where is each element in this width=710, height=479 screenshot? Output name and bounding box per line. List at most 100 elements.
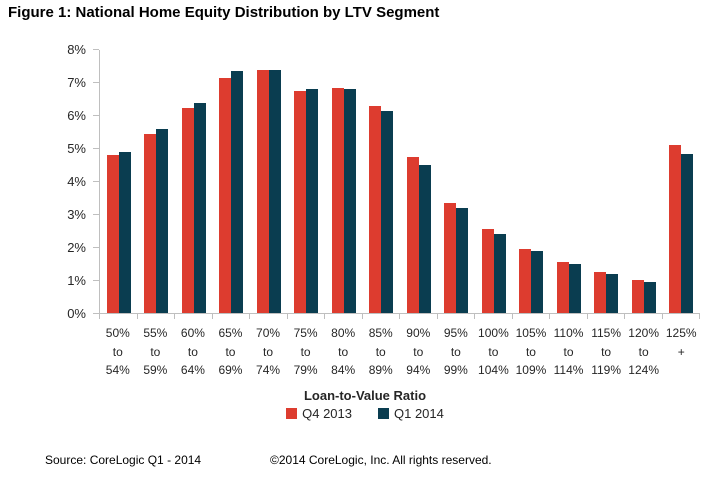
x-category-label-line: 54% [105,363,130,377]
x-category-label-line: + [677,344,685,359]
bar-group [588,50,626,313]
x-category-label-line: to [112,344,123,359]
bar-q1-2014 [118,151,131,313]
x-category-label: 50% to 54% [99,324,137,380]
x-tick-mark [138,314,175,319]
y-tick-label: 4% [67,174,86,189]
x-category-label-line: 95% [443,326,468,340]
x-category-label-line: 104% [478,363,509,377]
x-category-label: 65% to 69% [212,324,250,380]
x-category-label-line: 89% [368,363,393,377]
bar-q4-2013 [144,133,157,313]
bar-q1-2014 [568,263,581,313]
x-tick-mark [363,314,400,319]
x-category-label: 60% to 64% [174,324,212,380]
plot-area [99,50,700,314]
bar-group [325,50,363,313]
bar-q1-2014 [381,110,394,313]
bar-q1-2014 [456,207,469,313]
bar-group [363,50,401,313]
x-category-label: 75% to 79% [287,324,325,380]
x-axis-ticks [99,314,700,319]
x-tick-mark [325,314,363,319]
x-category-label-line: 60% [180,326,205,340]
x-category-label: 85% to 89% [362,324,400,380]
x-category-label-line: 64% [180,363,205,377]
x-category-label-line: to [150,344,161,359]
legend-label: Q4 2013 [302,406,352,421]
x-category-label-line: to [263,344,274,359]
x-category-label-line: 105% [515,326,547,340]
bar-group [100,50,138,313]
bar-q4-2013 [556,262,569,313]
x-category-label-line: 125% [665,326,697,340]
bar-q4-2013 [669,145,682,313]
x-tick-mark [513,314,550,319]
y-tick-mark [93,247,99,248]
y-tick-mark [93,313,99,314]
legend-item-q1-2014: Q1 2014 [378,406,444,421]
x-category-label-line: 99% [443,363,468,377]
y-tick-label: 1% [67,273,86,288]
bar-group [438,50,476,313]
legend-label: Q1 2014 [394,406,444,421]
bar-group [513,50,551,313]
legend-swatch-icon [286,408,298,419]
y-tick-mark [93,181,99,182]
x-category-label-line: to [488,344,499,359]
x-tick-mark [475,314,513,319]
bar-q4-2013 [519,248,532,313]
x-category-label-line: 85% [368,326,393,340]
x-category-label-line: 100% [478,326,509,340]
x-category-label: 100% to 104% [475,324,513,380]
y-tick-label: 8% [67,42,86,57]
bar-group [175,50,213,313]
legend-swatch-icon [378,408,389,419]
bar-q1-2014 [156,128,169,313]
bar-q1-2014 [681,153,694,313]
x-category-label-line: to [187,344,198,359]
bar-group [288,50,326,313]
bar-q4-2013 [594,271,607,313]
bar-q4-2013 [369,105,382,313]
footer-source-text: Source: CoreLogic Q1 - 2014 [45,453,202,467]
x-tick-mark [663,314,700,319]
x-category-label-line: 84% [331,363,356,377]
legend-item-q4-2013: Q4 2013 [286,406,352,421]
x-tick-mark [213,314,250,319]
x-category-label: 110% to 114% [550,324,588,380]
x-tick-mark [100,314,138,319]
bar-q4-2013 [181,107,194,313]
x-category-label: 80% to 84% [324,324,362,380]
y-tick-label: 3% [67,207,86,222]
bar-q1-2014 [531,250,544,313]
bar-q1-2014 [306,89,319,313]
bar-q1-2014 [231,71,244,313]
y-tick-mark [93,82,99,83]
x-tick-mark [588,314,625,319]
bar-group [250,50,288,313]
y-tick-mark [93,214,99,215]
x-category-label-line: 50% [105,326,130,340]
bar-q1-2014 [643,281,656,313]
x-category-label-line: 70% [256,326,281,340]
x-tick-mark [438,314,475,319]
x-category-label-line: 59% [143,363,168,377]
bar-q4-2013 [219,77,232,313]
x-category-label: 90% to 94% [400,324,438,380]
x-category-label-line: 119% [591,363,621,377]
bar-q1-2014 [268,69,281,313]
bar-q4-2013 [106,155,119,313]
x-category-label-line: 94% [406,363,431,377]
x-category-label-line: 115% [591,326,621,340]
y-tick-label: 0% [67,306,86,321]
legend-items: Q4 2013 Q1 2014 [286,406,444,421]
x-category-label-line: 55% [143,326,168,340]
bar-q4-2013 [256,69,269,313]
bar-group [625,50,663,313]
footer-copyright-text: ©2014 CoreLogic, Inc. All rights reserve… [270,453,492,467]
y-tick-label: 2% [67,240,86,255]
x-category-label-line: to [225,344,236,359]
bar-group [138,50,176,313]
